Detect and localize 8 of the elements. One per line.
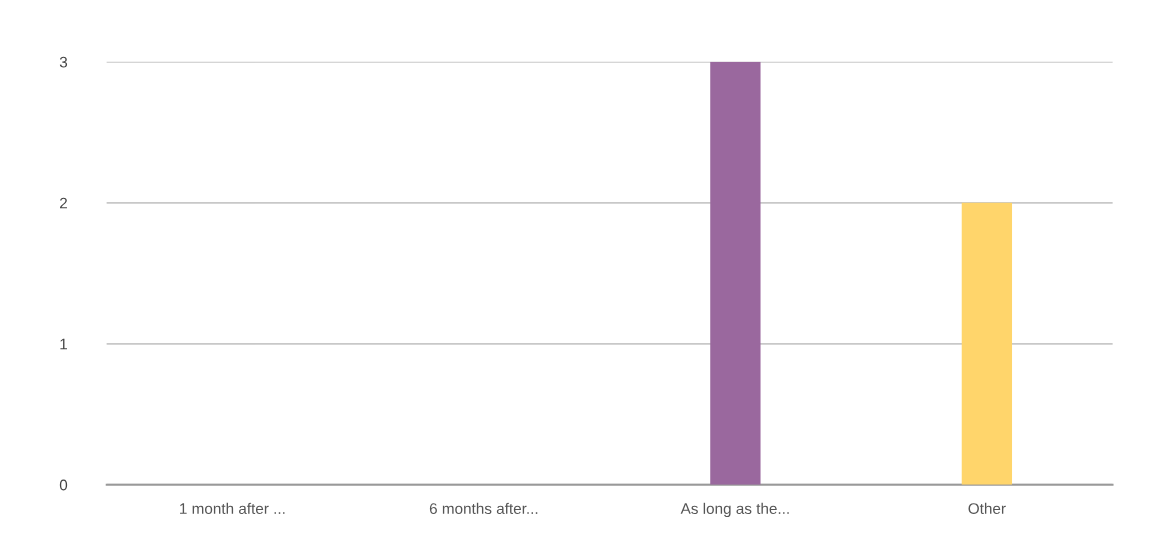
x-tick-label: As long as the... (680, 502, 789, 518)
x-tick-label: 1 month after ... (180, 502, 285, 515)
y-tick-label: 2 (60, 197, 67, 209)
x-tick-label: Other (968, 502, 1006, 515)
y-tick-label: 3 (59, 56, 68, 68)
y-tick-label: 1 (60, 338, 67, 350)
y-tick-label: 0 (59, 479, 68, 491)
x-tick-label: 6 months after... (429, 502, 538, 515)
